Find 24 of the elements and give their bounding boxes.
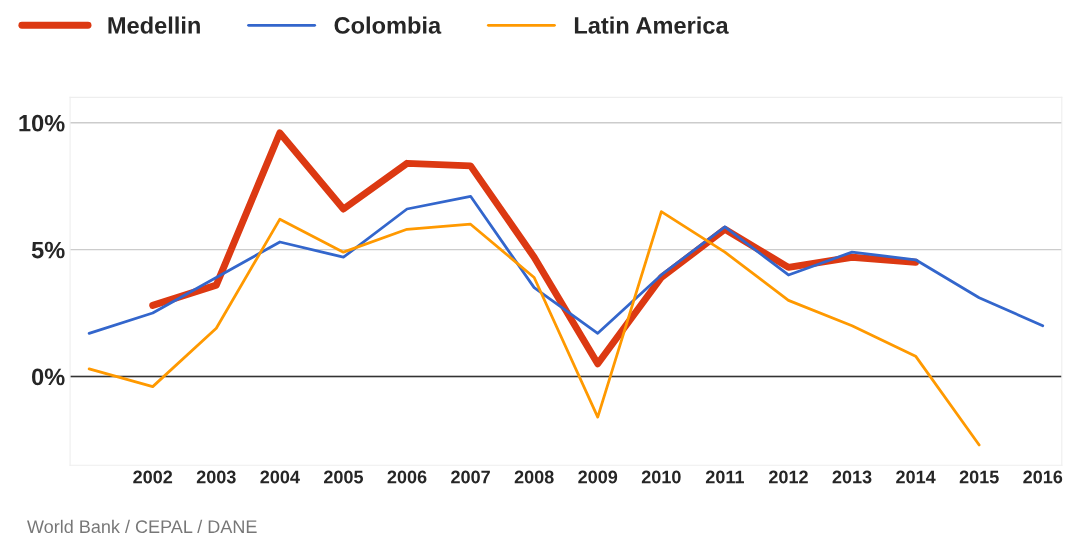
- line-series: [87, 194, 1045, 335]
- x-tick-label: 2015: [959, 470, 999, 484]
- y-tick-label: 0%: [32, 368, 65, 386]
- x-tick-label: 2007: [451, 470, 490, 484]
- x-tick-label: 2014: [896, 470, 936, 484]
- x-tick-label: 2010: [641, 470, 681, 484]
- legend-label: Colombia: [334, 16, 442, 34]
- x-tick-label: 2011: [705, 470, 744, 484]
- text: World Bank / CEPAL / DANE: [27, 519, 257, 534]
- y-tick-label: 10%: [19, 114, 65, 132]
- x-tick-label: 2008: [514, 470, 554, 484]
- x-tick-label: 2003: [196, 470, 236, 484]
- x-tick-label: 2004: [260, 470, 300, 484]
- y-tick-label: 5%: [31, 241, 65, 259]
- legend-label: Latin America: [574, 16, 729, 34]
- x-tick-label: 2013: [832, 470, 872, 484]
- x-tick-label: 2009: [578, 470, 618, 484]
- x-tick-label: 2006: [387, 470, 427, 484]
- x-tick-label: 2016: [1023, 470, 1063, 484]
- x-tick-label: 2002: [133, 470, 173, 484]
- x-tick-label: 2012: [769, 470, 808, 484]
- x-tick-label: 2005: [323, 470, 364, 484]
- line-series: [87, 210, 981, 447]
- legend-label: Medellin: [108, 16, 200, 34]
